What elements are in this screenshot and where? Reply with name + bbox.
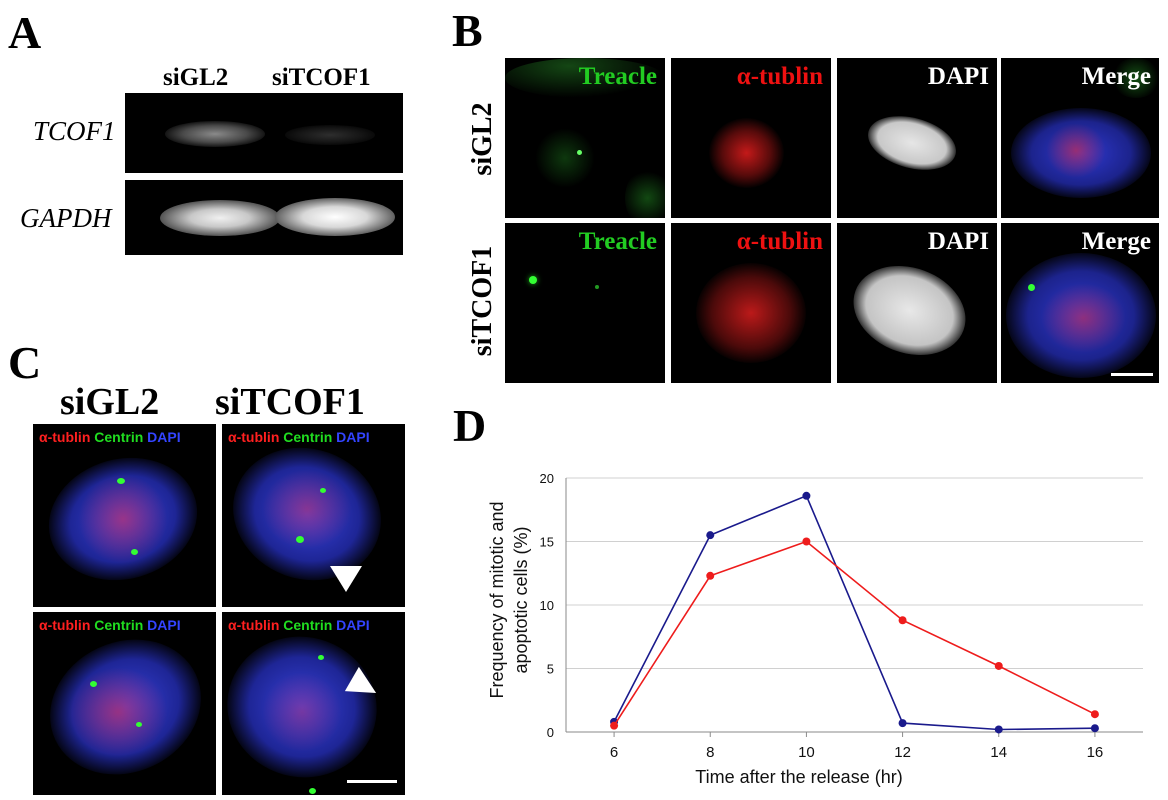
micrograph-c-sigl2-top: α-tublin Centrin DAPI [33, 424, 216, 607]
chart-series [610, 491, 1099, 734]
stain-dapi: DAPI [147, 617, 181, 633]
series-1-point-12 [898, 719, 907, 728]
stain-legend-4: α-tublin Centrin DAPI [228, 618, 370, 632]
stain-legend-2: α-tublin Centrin DAPI [228, 430, 370, 444]
column-label-tublin: α-tublin [736, 63, 823, 90]
x-tick-label-8: 8 [706, 744, 714, 761]
series-2-point-10 [802, 537, 811, 546]
stain-tublin: α-tublin [39, 617, 91, 633]
micrograph-sigl2-treacle: Treacle [505, 58, 665, 218]
series-1-point-8 [706, 531, 715, 540]
stain-legend-3: α-tublin Centrin DAPI [39, 618, 181, 632]
x-tick-label-12: 12 [894, 744, 911, 761]
y-tick-label-5: 5 [547, 662, 554, 677]
stain-legend-1: α-tublin Centrin DAPI [39, 430, 181, 444]
lane-label-sigl2: siGL2 [163, 64, 229, 91]
stain-tublin: α-tublin [228, 429, 280, 445]
series-1-point-10 [802, 491, 811, 500]
series-2-point-16 [1090, 710, 1099, 719]
series-line-2 [613, 540, 1096, 727]
column-label-merge-2: Merge [1081, 228, 1151, 255]
column-label-dapi: DAPI [927, 63, 989, 90]
micrograph-sitcof1-tublin: α-tublin [671, 223, 831, 383]
column-label-tublin-2: α-tublin [736, 228, 823, 255]
stain-tublin: α-tublin [228, 617, 280, 633]
micrograph-sitcof1-merge: Merge [1001, 223, 1159, 383]
stain-centrin: Centrin [283, 617, 333, 633]
y-tick-label-0: 0 [547, 725, 554, 740]
panel-letter-c: C [8, 337, 42, 388]
scale-bar-c [347, 780, 397, 783]
stain-dapi: DAPI [336, 429, 370, 445]
series-2-point-6 [610, 721, 619, 730]
stain-tublin: α-tublin [39, 429, 91, 445]
row-label-sigl2: siGL2 [467, 102, 498, 176]
micrograph-c-sigl2-bottom: α-tublin Centrin DAPI [33, 612, 216, 795]
condition-label-sitcof1: siTCOF1 [215, 381, 365, 423]
arrowhead-icon [330, 566, 362, 592]
panel-letter-d: D [453, 400, 487, 451]
y-tick-label-15: 15 [540, 535, 554, 550]
lane-label-sitcof1: siTCOF1 [272, 64, 371, 91]
series-2-point-12 [898, 616, 907, 625]
micrograph-sigl2-dapi: DAPI [837, 58, 997, 218]
micrograph-sigl2-merge: Merge [1001, 58, 1159, 218]
gel-band-sitcof1-tcof1 [285, 125, 375, 145]
row-label-sitcof1: siTCOF1 [467, 245, 498, 357]
series-1-point-6 [610, 717, 619, 726]
x-tick-label-6: 6 [610, 744, 618, 761]
chart-axes: 0 5 10 15 20 6 8 10 12 14 16 [540, 471, 1143, 761]
micrograph-sitcof1-dapi: DAPI [837, 223, 997, 383]
panel-letter-a: A [8, 7, 42, 58]
x-tick-label-10: 10 [798, 744, 815, 761]
chart-ylabel-line-1: Frequency of mitotic and [487, 501, 507, 698]
y-tick-label-20: 20 [540, 471, 554, 486]
chart-ylabel-line-2: apoptotic cells (%) [511, 526, 531, 673]
stain-dapi: DAPI [336, 617, 370, 633]
chart-gridlines [566, 477, 1143, 669]
x-tick-label-14: 14 [990, 744, 1007, 761]
micrograph-sigl2-tublin: α-tublin [671, 58, 831, 218]
micrograph-sitcof1-treacle: Treacle [505, 223, 665, 383]
x-tick-label-16: 16 [1087, 744, 1104, 761]
panel-letter-b: B [452, 5, 483, 56]
gel-band-sigl2-gapdh [160, 200, 280, 236]
column-label-merge: Merge [1081, 63, 1151, 90]
series-1-point-14 [994, 725, 1003, 734]
gene-label-tcof1: TCOF1 [33, 116, 116, 146]
micrograph-c-sitcof1-bottom: α-tublin Centrin DAPI [222, 612, 405, 795]
stain-centrin: Centrin [283, 429, 333, 445]
gel-tcof1 [125, 93, 403, 173]
gene-label-gapdh: GAPDH [20, 203, 112, 233]
series-2-point-14 [994, 661, 1003, 670]
chart-xlabel: Time after the release (hr) [695, 767, 902, 787]
series-line-1 [613, 494, 1095, 731]
scale-bar-b [1111, 373, 1153, 376]
micrograph-c-sitcof1-top: α-tublin Centrin DAPI [222, 424, 405, 607]
gel-band-sitcof1-gapdh [275, 198, 395, 236]
gel-gapdh [125, 180, 403, 255]
gel-band-sigl2-tcof1 [165, 121, 265, 147]
condition-label-sigl2: siGL2 [60, 381, 160, 423]
y-tick-label-10: 10 [540, 598, 554, 613]
column-label-dapi-2: DAPI [927, 228, 989, 255]
stain-centrin: Centrin [94, 429, 144, 445]
stain-centrin: Centrin [94, 617, 144, 633]
stain-dapi: DAPI [147, 429, 181, 445]
column-label-treacle: Treacle [578, 63, 657, 90]
series-2-point-8 [706, 571, 715, 580]
series-1-point-16 [1090, 724, 1099, 733]
column-label-treacle-2: Treacle [578, 228, 657, 255]
